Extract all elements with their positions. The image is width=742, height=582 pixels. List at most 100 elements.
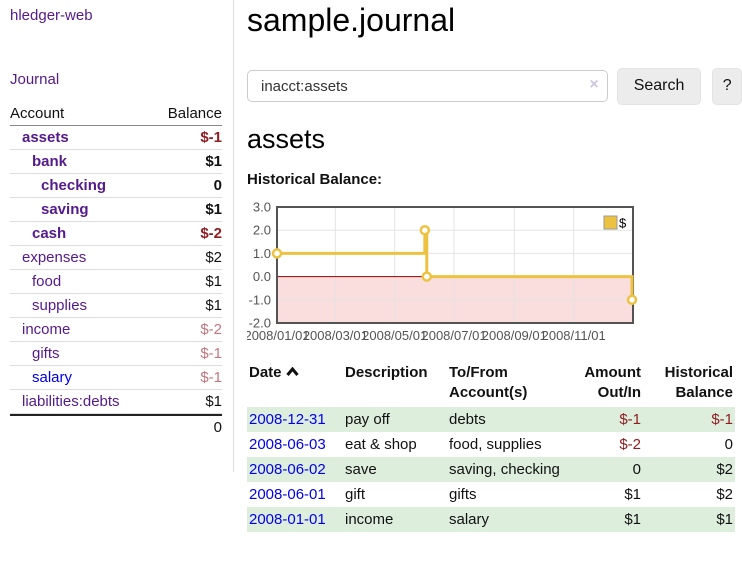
account-link[interactable]: supplies [32, 297, 88, 314]
account-link[interactable]: cash [32, 225, 67, 242]
transaction-balance: $2 [716, 461, 733, 478]
svg-text:2.0: 2.0 [253, 223, 271, 238]
transaction-accounts: salary [449, 511, 490, 528]
account-balance: 0 [213, 177, 222, 194]
account-row-supplies[interactable]: supplies $1 [10, 294, 222, 318]
transaction-accounts: gifts [449, 486, 477, 503]
accounts-total-value: 0 [213, 419, 222, 436]
account-row-salary[interactable]: salary $-1 [10, 366, 222, 390]
account-balance: $-1 [200, 369, 222, 386]
account-heading: assets [247, 124, 326, 154]
sort-asc-icon [285, 366, 299, 376]
search-button[interactable]: Search [616, 67, 702, 105]
transaction-accounts: food, supplies [449, 436, 542, 453]
transaction-amount: 0 [632, 461, 641, 478]
column-header-description: Description [345, 364, 428, 381]
account-link[interactable]: liabilities:debts [22, 393, 120, 410]
account-balance: $1 [205, 297, 222, 314]
transaction-amount: $1 [624, 511, 641, 528]
column-header-amount: Amount Out/In [584, 364, 641, 401]
sidebar-item-journal[interactable]: Journal [10, 71, 60, 88]
account-row-checking[interactable]: checking 0 [10, 174, 222, 198]
column-header-balance: Historical Balance [664, 364, 733, 401]
register-row: 2008-06-02 save saving, checking 0 $2 [247, 457, 735, 482]
svg-text:0.0: 0.0 [253, 269, 271, 284]
account-link[interactable]: saving [41, 201, 89, 218]
account-balance: $1 [205, 273, 222, 290]
search-field-wrap: × [247, 70, 608, 102]
register-table: Date Description To/From Account(s) Amou… [247, 362, 735, 532]
transaction-description: gift [345, 486, 366, 503]
account-balance: $2 [205, 249, 222, 266]
page-title: sample.journal [247, 2, 456, 38]
help-button[interactable]: ? [712, 67, 742, 105]
svg-text:$: $ [619, 216, 627, 231]
transaction-amount: $-2 [619, 436, 641, 453]
account-link[interactable]: food [32, 273, 62, 290]
register-row: 2008-12-31 pay off debts $-1 $-1 [247, 407, 735, 432]
account-link[interactable]: gifts [32, 345, 60, 362]
brand-link[interactable]: hledger-web [10, 7, 93, 24]
accounts-header-balance: Balance [167, 105, 222, 122]
transaction-description: save [345, 461, 377, 478]
account-link[interactable]: assets [22, 129, 69, 146]
transaction-description: pay off [345, 411, 390, 428]
account-balance: $-1 [200, 129, 222, 146]
account-row-liabilities-debts[interactable]: liabilities:debts $1 [10, 390, 222, 414]
svg-text:1.0: 1.0 [253, 246, 271, 261]
account-link[interactable]: bank [32, 153, 68, 170]
transaction-date-link[interactable]: 2008-06-03 [249, 436, 326, 453]
transaction-accounts: debts [449, 411, 486, 428]
transaction-accounts: saving, checking [449, 461, 560, 478]
register-row: 2008-01-01 income salary $1 $1 [247, 507, 735, 532]
column-header-date-label: Date [249, 364, 282, 381]
account-row-food[interactable]: food $1 [10, 270, 222, 294]
transaction-balance: 0 [724, 436, 733, 453]
transaction-date-link[interactable]: 2008-01-01 [249, 511, 326, 528]
svg-text:-1.0: -1.0 [249, 292, 271, 307]
account-row-bank[interactable]: bank $1 [10, 150, 222, 174]
transaction-balance: $1 [716, 511, 733, 528]
svg-text:-2.0: -2.0 [249, 316, 271, 331]
transaction-date-link[interactable]: 2008-06-02 [249, 461, 326, 478]
svg-text:2008/09/01: 2008/09/01 [482, 328, 547, 343]
transaction-description: income [345, 511, 394, 528]
column-header-date[interactable]: Date [247, 362, 343, 407]
transaction-date-link[interactable]: 2008-12-31 [249, 411, 326, 428]
balance-chart-svg: 3.0 2.0 1.0 0.0 -1.0 -2.02008/01/012008/03/01… [244, 200, 638, 343]
account-row-income[interactable]: income $-2 [10, 318, 222, 342]
transaction-balance: $2 [716, 486, 733, 503]
clear-search-icon[interactable]: × [589, 76, 599, 93]
account-balance: $-2 [200, 321, 222, 338]
transaction-date-link[interactable]: 2008-06-01 [249, 486, 326, 503]
register-row: 2008-06-03 eat & shop food, supplies $-2… [247, 432, 735, 457]
account-balance: $1 [205, 201, 222, 218]
account-link[interactable]: checking [41, 177, 107, 194]
account-row-assets[interactable]: assets $-1 [10, 126, 222, 150]
account-row-cash[interactable]: cash $-2 [10, 222, 222, 246]
column-header-accounts: To/From Account(s) [449, 364, 528, 401]
sidebar: hledger-web Journal Account Balance asse… [0, 0, 234, 472]
account-balance: $-2 [200, 225, 222, 242]
svg-text:2008/03/01: 2008/03/01 [303, 328, 368, 343]
account-row-gifts[interactable]: gifts $-1 [10, 342, 222, 366]
account-link[interactable]: expenses [22, 249, 87, 266]
account-balance: $-1 [200, 345, 222, 362]
account-balance: $1 [205, 153, 222, 170]
transaction-amount: $-1 [619, 411, 641, 428]
search-input[interactable] [247, 70, 608, 102]
svg-text:3.0: 3.0 [253, 200, 271, 215]
accounts-header: Account Balance [10, 103, 222, 126]
account-row-saving[interactable]: saving $1 [10, 198, 222, 222]
account-link[interactable]: salary [32, 369, 73, 386]
accounts-header-account: Account [10, 105, 65, 122]
account-balance: $1 [205, 393, 222, 410]
svg-text:2008/01/01: 2008/01/01 [247, 328, 310, 343]
accounts-total-row: 0 [10, 414, 222, 438]
account-row-expenses[interactable]: expenses $2 [10, 246, 222, 270]
accounts-tree: Account Balance assets $-1 bank $1 check… [10, 103, 222, 438]
register-header-row: Date Description To/From Account(s) Amou… [247, 362, 735, 407]
account-link[interactable]: income [22, 321, 71, 338]
chart-title: Historical Balance: [247, 171, 383, 188]
transaction-balance: $-1 [711, 411, 733, 428]
